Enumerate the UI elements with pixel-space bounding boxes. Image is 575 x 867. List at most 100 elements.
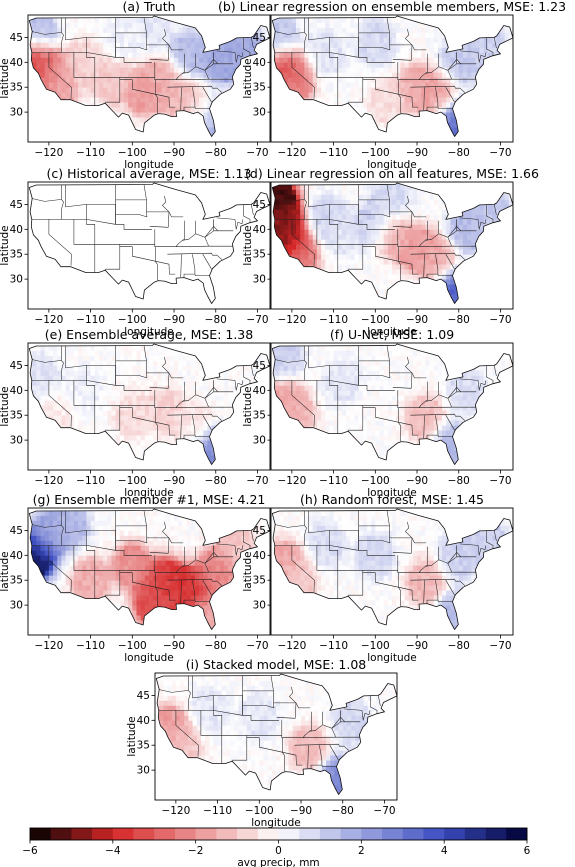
heatmap-cell (387, 97, 393, 103)
heatmap-cell (283, 234, 289, 240)
heatmap-cell (308, 32, 314, 38)
heatmap-cell (153, 67, 158, 73)
heatmap-cell (483, 37, 489, 43)
heatmap-cell (190, 72, 196, 78)
axes-frame (270, 14, 514, 143)
heatmap-cell (140, 37, 146, 43)
heatmap-cell (296, 209, 301, 215)
heatmap-cell (57, 52, 62, 58)
heatmap-cell (44, 385, 50, 391)
heatmap-cell (86, 17, 91, 23)
heatmap-cell (375, 244, 380, 250)
heatmap-cell (78, 57, 83, 63)
heatmap-cell (321, 67, 326, 73)
heatmap-cell (362, 132, 368, 137)
heatmap-cell (291, 289, 297, 295)
heatmap-cell (396, 37, 401, 43)
heatmap-cell (275, 112, 280, 118)
heatmap-cell (429, 249, 435, 255)
heatmap-cell (103, 92, 108, 98)
heatmap-cell (111, 127, 117, 133)
state-border (456, 59, 477, 65)
axes-frame (27, 14, 271, 143)
heatmap-cell (90, 77, 96, 83)
state-border (65, 184, 116, 225)
heatmap-cell (337, 269, 343, 275)
heatmap-cell (219, 17, 225, 23)
heatmap-cell (437, 284, 443, 290)
heatmap-cell (296, 112, 301, 118)
heatmap-cell (442, 194, 447, 200)
heatmap-cell (291, 194, 297, 200)
heatmap-cell (119, 37, 125, 43)
heatmap-cell (492, 47, 497, 53)
heatmap-cell (358, 184, 364, 190)
heatmap-cell (240, 37, 246, 43)
heatmap-cell (272, 289, 276, 295)
heatmap-cell (450, 112, 455, 118)
heatmap-cell (487, 224, 493, 230)
heatmap-cell (479, 249, 485, 255)
heatmap-cell (275, 264, 280, 270)
heatmap-cell (454, 194, 460, 200)
heatmap-cell (421, 117, 426, 123)
heatmap-cell (483, 27, 489, 33)
heatmap-cell (107, 82, 112, 88)
heatmap-cell (57, 430, 62, 436)
heatmap-cell (249, 132, 254, 137)
heatmap-cell (500, 52, 506, 58)
heatmap-cell (479, 112, 485, 118)
heatmap-cell (316, 234, 322, 240)
heatmap-cell (325, 97, 330, 103)
heatmap-cell (358, 264, 364, 270)
heatmap-cell (296, 264, 301, 270)
heatmap-cell (354, 52, 360, 58)
heatmap-cell (504, 229, 510, 235)
heatmap-cell (492, 22, 497, 28)
heatmap-cell (504, 184, 510, 190)
heatmap-cell (462, 122, 468, 128)
heatmap-cell (483, 52, 489, 58)
heatmap-cell (429, 224, 435, 230)
heatmap-cell (421, 249, 426, 255)
heatmap-cell (272, 82, 276, 88)
heatmap-cell (308, 37, 314, 43)
heatmap-cell (69, 57, 75, 63)
heatmap-cell (304, 219, 309, 225)
heatmap-cell (203, 22, 208, 28)
heatmap-cell (354, 199, 360, 205)
heatmap-cell (467, 47, 472, 53)
heatmap-cell (40, 97, 46, 103)
heatmap-cell (467, 299, 472, 304)
heatmap-cell (387, 102, 393, 108)
heatmap-cell (504, 239, 510, 245)
heatmap-cell (178, 112, 183, 118)
heatmap-cell (57, 415, 62, 421)
heatmap-cell (329, 274, 334, 280)
heatmap-cell (203, 62, 208, 68)
heatmap-cell (36, 52, 41, 58)
heatmap-cell (366, 32, 372, 38)
heatmap-cell (379, 184, 385, 190)
heatmap-cell (408, 254, 414, 260)
heatmap-cell (149, 72, 154, 78)
heatmap-cell (140, 112, 146, 118)
state-border (410, 252, 466, 260)
heatmap-cell (321, 229, 326, 235)
heatmap-cell (433, 77, 439, 83)
heatmap-cell (312, 229, 318, 235)
heatmap-cell (392, 234, 397, 240)
heatmap-cell (492, 194, 497, 200)
heatmap-cell (437, 127, 443, 133)
heatmap-cell (69, 67, 75, 73)
heatmap-cell (387, 254, 393, 260)
heatmap-cell (400, 194, 405, 200)
heatmap-cell (421, 37, 426, 43)
heatmap-cell (450, 234, 455, 240)
heatmap-cell (272, 72, 276, 78)
heatmap-cell (437, 264, 443, 270)
heatmap-cell (329, 47, 334, 53)
heatmap-cell (379, 254, 385, 260)
heatmap-cell (433, 107, 439, 113)
heatmap-cell (32, 117, 37, 123)
